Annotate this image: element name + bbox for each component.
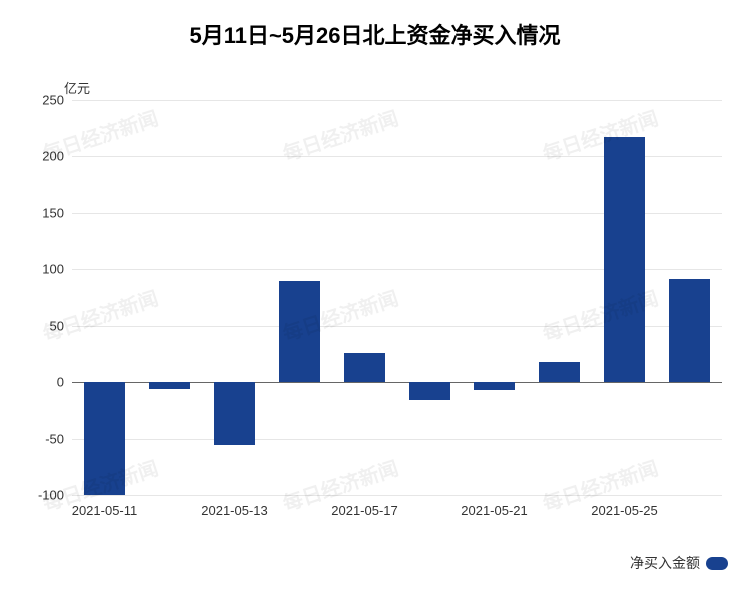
y-tick-label: 250: [42, 93, 64, 108]
bar: [474, 382, 514, 390]
y-tick-label: -50: [45, 431, 64, 446]
y-tick-label: -100: [38, 488, 64, 503]
legend-label: 净买入金额: [630, 553, 700, 573]
x-tick-label: 2021-05-13: [201, 503, 268, 518]
x-tick-label: 2021-05-21: [461, 503, 528, 518]
plot-area: -100-500501001502002502021-05-112021-05-…: [72, 100, 722, 495]
x-tick-label: 2021-05-17: [331, 503, 398, 518]
bar: [214, 382, 254, 445]
y-tick-label: 200: [42, 149, 64, 164]
gridline: [72, 100, 722, 101]
gridline: [72, 439, 722, 440]
chart-container: 5月11日~5月26日北上资金净买入情况 亿元 -100-50050100150…: [0, 0, 750, 593]
y-tick-label: 0: [57, 375, 64, 390]
legend-swatch: [706, 557, 728, 570]
y-axis-unit: 亿元: [64, 78, 90, 97]
bar: [604, 137, 644, 382]
bar: [539, 362, 579, 382]
bar: [344, 353, 384, 382]
y-tick-label: 100: [42, 262, 64, 277]
bar: [149, 382, 189, 389]
legend: 净买入金额: [630, 553, 728, 573]
bar: [279, 281, 319, 383]
bar: [409, 382, 449, 400]
bar: [669, 279, 709, 382]
gridline: [72, 495, 722, 496]
x-tick-label: 2021-05-25: [591, 503, 658, 518]
y-tick-label: 150: [42, 205, 64, 220]
chart-title: 5月11日~5月26日北上资金净买入情况: [0, 0, 750, 60]
x-tick-label: 2021-05-11: [72, 503, 138, 518]
y-tick-label: 50: [50, 318, 64, 333]
bar: [84, 382, 124, 495]
